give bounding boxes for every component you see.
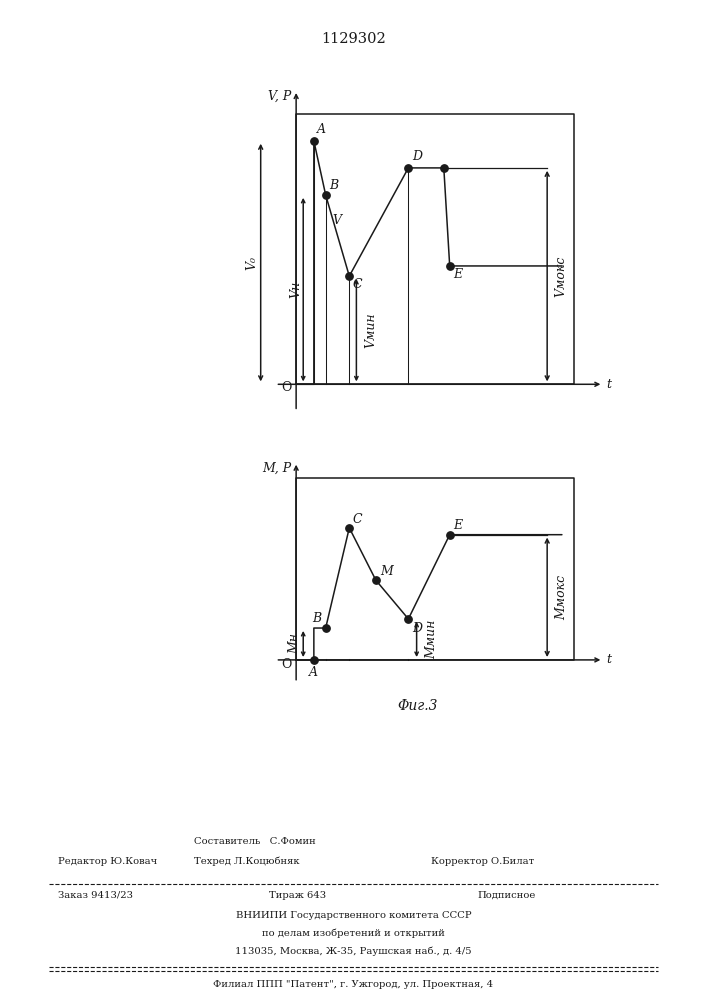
Text: Филиал ППП "Патент", г. Ужгород, ул. Проектная, 4: Филиал ППП "Патент", г. Ужгород, ул. Про… bbox=[214, 980, 493, 989]
Text: D: D bbox=[412, 150, 422, 163]
Text: Vмин: Vмин bbox=[365, 312, 378, 348]
Text: Редактор Ю.Ковач: Редактор Ю.Ковач bbox=[58, 857, 157, 866]
Text: M: M bbox=[380, 565, 393, 578]
Point bbox=[438, 160, 450, 176]
Point bbox=[320, 620, 332, 636]
Point bbox=[320, 187, 332, 203]
Text: t: t bbox=[606, 378, 612, 391]
Point bbox=[370, 572, 382, 588]
Text: Заказ 9413/23: Заказ 9413/23 bbox=[58, 891, 133, 900]
Point bbox=[344, 520, 355, 536]
Text: Mн: Mн bbox=[288, 633, 301, 654]
Text: Mмокс: Mмокс bbox=[555, 575, 568, 620]
Text: Корректор О.Билат: Корректор О.Билат bbox=[431, 857, 534, 866]
Text: E: E bbox=[453, 268, 462, 281]
Point bbox=[444, 527, 455, 543]
Text: V₀: V₀ bbox=[245, 256, 258, 270]
Text: Vн: Vн bbox=[290, 281, 303, 298]
Text: Составитель   С.Фомин: Составитель С.Фомин bbox=[194, 837, 316, 846]
Text: V, P: V, P bbox=[268, 90, 291, 103]
Text: 1129302: 1129302 bbox=[321, 32, 386, 46]
Text: Тираж 643: Тираж 643 bbox=[269, 891, 326, 900]
Point bbox=[444, 258, 455, 274]
Point bbox=[308, 652, 320, 668]
Text: E: E bbox=[453, 519, 462, 532]
Text: O: O bbox=[281, 381, 291, 394]
Text: t: t bbox=[606, 653, 612, 666]
Text: O: O bbox=[281, 658, 291, 671]
Text: Mмин: Mмин bbox=[425, 620, 438, 659]
Text: B: B bbox=[329, 179, 339, 192]
Point bbox=[308, 133, 320, 149]
Text: A: A bbox=[317, 123, 327, 136]
Text: ВНИИПИ Государственного комитета СССР: ВНИИПИ Государственного комитета СССР bbox=[235, 911, 472, 920]
Text: B: B bbox=[312, 612, 321, 625]
Text: A: A bbox=[310, 666, 318, 679]
Text: V: V bbox=[333, 214, 341, 227]
Point bbox=[403, 160, 414, 176]
Text: 113035, Москва, Ж-35, Раушская наб., д. 4/5: 113035, Москва, Ж-35, Раушская наб., д. … bbox=[235, 947, 472, 956]
Text: D: D bbox=[412, 622, 422, 635]
Text: Подписное: Подписное bbox=[477, 891, 536, 900]
Text: Техред Л.Коцюбняк: Техред Л.Коцюбняк bbox=[194, 857, 300, 866]
Text: C: C bbox=[353, 513, 363, 526]
Text: M, P: M, P bbox=[262, 462, 291, 475]
Text: Φиг.3: Φиг.3 bbox=[397, 699, 438, 713]
Text: по делам изобретений и открытий: по делам изобретений и открытий bbox=[262, 929, 445, 938]
Point bbox=[344, 268, 355, 284]
Point bbox=[403, 611, 414, 627]
Text: C: C bbox=[352, 278, 362, 291]
Text: Vмокс: Vмокс bbox=[555, 255, 568, 297]
